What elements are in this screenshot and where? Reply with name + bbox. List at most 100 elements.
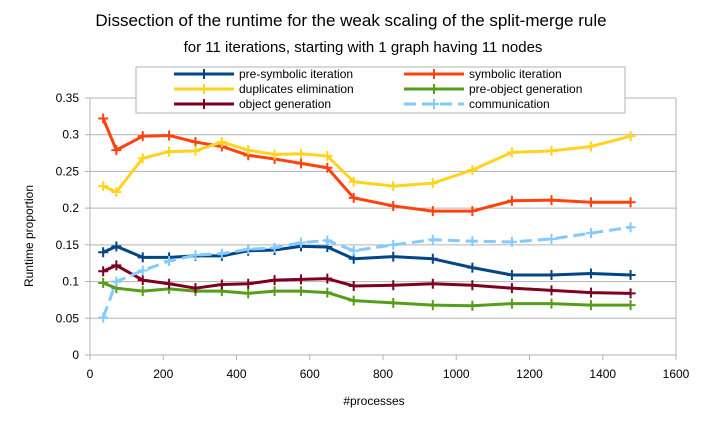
data-point-symbolic-iteration	[98, 113, 109, 124]
data-point-pre-object-generation	[388, 297, 399, 308]
data-point-communication	[427, 234, 438, 245]
data-point-duplicates-elimination	[348, 176, 359, 187]
data-point-communication	[269, 242, 280, 253]
data-point-object-generation	[295, 274, 306, 285]
data-point-pre-symbolic-iteration	[98, 247, 109, 258]
data-point-pre-object-generation	[98, 278, 109, 289]
y-tick-label: 0.1	[62, 275, 79, 289]
gridlines	[90, 97, 676, 356]
data-point-symbolic-iteration	[506, 195, 517, 206]
data-point-object-generation	[348, 280, 359, 291]
y-tick-label: 0.05	[56, 311, 80, 325]
data-point-pre-object-generation	[586, 300, 597, 311]
data-point-duplicates-elimination	[111, 186, 122, 197]
data-point-pre-symbolic-iteration	[388, 251, 399, 262]
legend-marker-pre-object-generation	[429, 84, 439, 94]
data-point-symbolic-iteration	[427, 206, 438, 217]
data-point-communication	[625, 222, 636, 233]
data-series	[98, 113, 636, 323]
data-point-duplicates-elimination	[269, 149, 280, 160]
legend: pre-symbolic iteration symbolic iteration…	[135, 66, 626, 114]
y-tick-label: 0.15	[56, 238, 80, 252]
data-point-symbolic-iteration	[348, 192, 359, 203]
data-point-duplicates-elimination	[506, 147, 517, 158]
data-point-pre-symbolic-iteration	[625, 269, 636, 280]
data-point-symbolic-iteration	[190, 137, 201, 148]
series-communication	[98, 222, 636, 323]
data-point-pre-symbolic-iteration	[506, 269, 517, 280]
legend-label-communication: communication	[469, 97, 550, 111]
y-tick-label: 0.2	[62, 201, 79, 215]
data-point-object-generation	[137, 275, 148, 286]
data-point-duplicates-elimination	[98, 181, 109, 192]
data-point-communication	[164, 256, 175, 267]
series-line-communication	[101, 225, 631, 319]
data-point-object-generation	[388, 280, 399, 291]
series-object-generation	[98, 260, 636, 299]
y-axis-label: Runtime proportion	[22, 185, 36, 287]
data-point-object-generation	[98, 266, 109, 277]
data-point-duplicates-elimination	[137, 153, 148, 164]
data-point-symbolic-iteration	[586, 197, 597, 208]
data-point-pre-object-generation	[269, 286, 280, 297]
legend-label-symbolic-iteration: symbolic iteration	[469, 67, 562, 81]
x-tick-label: 1200	[516, 367, 543, 381]
data-point-pre-object-generation	[546, 298, 557, 309]
axes	[85, 97, 677, 360]
data-point-duplicates-elimination	[322, 151, 333, 162]
data-point-duplicates-elimination	[216, 137, 227, 148]
data-point-duplicates-elimination	[164, 146, 175, 157]
series-duplicates-elimination	[98, 131, 636, 197]
data-point-symbolic-iteration	[467, 206, 478, 217]
data-point-pre-object-generation	[506, 298, 517, 309]
x-tick-label: 1600	[663, 367, 690, 381]
data-point-communication	[243, 244, 254, 255]
legend-label-object-generation: object generation	[239, 97, 331, 111]
x-tick-label: 400	[226, 367, 246, 381]
x-tick-label: 200	[153, 367, 173, 381]
data-point-pre-object-generation	[295, 286, 306, 297]
data-point-communication	[506, 236, 517, 247]
data-point-duplicates-elimination	[388, 181, 399, 192]
data-point-pre-object-generation	[322, 287, 333, 298]
data-point-communication	[388, 239, 399, 250]
data-point-pre-object-generation	[467, 300, 478, 311]
data-point-duplicates-elimination	[586, 141, 597, 152]
series-pre-object-generation	[98, 278, 636, 311]
y-tick-label: 0	[72, 348, 79, 362]
data-point-object-generation	[322, 273, 333, 284]
legend-marker-symbolic-iteration	[429, 69, 439, 79]
data-point-pre-symbolic-iteration	[111, 241, 122, 252]
data-point-object-generation	[586, 287, 597, 298]
series-line-duplicates-elimination	[102, 134, 631, 194]
data-point-communication	[322, 235, 333, 246]
data-point-object-generation	[269, 275, 280, 286]
data-point-pre-object-generation	[625, 300, 636, 311]
data-point-duplicates-elimination	[467, 164, 478, 175]
data-point-communication	[98, 312, 109, 323]
legend-marker-pre-symbolic-iteration	[199, 69, 209, 79]
data-point-communication	[348, 245, 359, 256]
data-point-pre-symbolic-iteration	[427, 253, 438, 264]
x-tick-label: 1000	[443, 367, 470, 381]
data-point-communication	[111, 276, 122, 287]
y-tick-label: 0.3	[62, 128, 79, 142]
data-point-duplicates-elimination	[295, 148, 306, 159]
data-point-pre-object-generation	[427, 300, 438, 311]
data-point-duplicates-elimination	[427, 178, 438, 189]
x-tick-label: 0	[87, 367, 94, 381]
data-point-object-generation	[506, 283, 517, 294]
data-point-object-generation	[190, 283, 201, 294]
data-point-pre-object-generation	[137, 286, 148, 297]
data-point-duplicates-elimination	[546, 145, 557, 156]
data-point-duplicates-elimination	[625, 131, 636, 142]
x-tick-label: 1400	[589, 367, 616, 381]
data-point-communication	[216, 248, 227, 259]
data-point-pre-symbolic-iteration	[137, 252, 148, 263]
tick-labels: 0 0.05 0.1 0.15 0.2 0.25 0.3 0.35 0 200 400 600 800 1…	[56, 91, 690, 381]
legend-label-pre-object-generation: pre-object generation	[469, 82, 582, 96]
y-tick-label: 0.25	[56, 164, 80, 178]
data-point-object-generation	[467, 280, 478, 291]
data-point-object-generation	[164, 278, 175, 289]
data-point-duplicates-elimination	[190, 145, 201, 156]
